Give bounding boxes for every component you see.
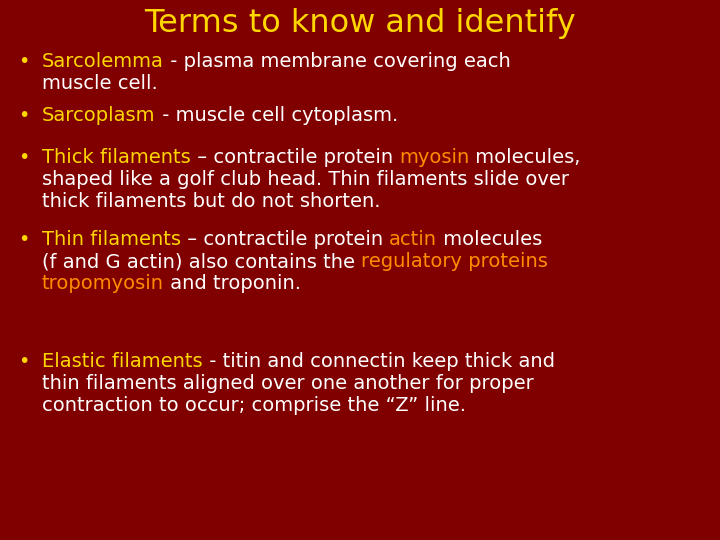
Text: molecules: molecules [437,230,543,249]
Text: – contractile protein: – contractile protein [181,230,390,249]
Text: Elastic filaments: Elastic filaments [42,352,202,371]
Text: regulatory proteins: regulatory proteins [361,252,548,271]
Text: and troponin.: and troponin. [164,274,301,293]
Text: •: • [18,106,30,125]
Text: thick filaments but do not shorten.: thick filaments but do not shorten. [42,192,380,211]
Text: tropomyosin: tropomyosin [42,274,164,293]
Text: •: • [18,148,30,167]
Text: shaped like a golf club head. Thin filaments slide over: shaped like a golf club head. Thin filam… [42,170,569,189]
Text: Sarcolemma: Sarcolemma [42,52,164,71]
Text: •: • [18,352,30,371]
Text: myosin: myosin [399,148,469,167]
Text: - plasma membrane covering each: - plasma membrane covering each [164,52,510,71]
Text: actin: actin [390,230,437,249]
Text: - muscle cell cytoplasm.: - muscle cell cytoplasm. [156,106,397,125]
Text: - titin and connectin keep thick and: - titin and connectin keep thick and [202,352,554,371]
Text: Terms to know and identify: Terms to know and identify [144,8,576,39]
Text: Thin filaments: Thin filaments [42,230,181,249]
Text: molecules,: molecules, [469,148,581,167]
Text: •: • [18,52,30,71]
Text: thin filaments aligned over one another for proper: thin filaments aligned over one another … [42,374,534,393]
Text: Sarcoplasm: Sarcoplasm [42,106,156,125]
Text: Thick filaments: Thick filaments [42,148,191,167]
Text: •: • [18,230,30,249]
Text: (f and G actin) also contains the: (f and G actin) also contains the [42,252,361,271]
Text: contraction to occur; comprise the “Z” line.: contraction to occur; comprise the “Z” l… [42,396,466,415]
Text: – contractile protein: – contractile protein [191,148,399,167]
Text: muscle cell.: muscle cell. [42,74,158,93]
